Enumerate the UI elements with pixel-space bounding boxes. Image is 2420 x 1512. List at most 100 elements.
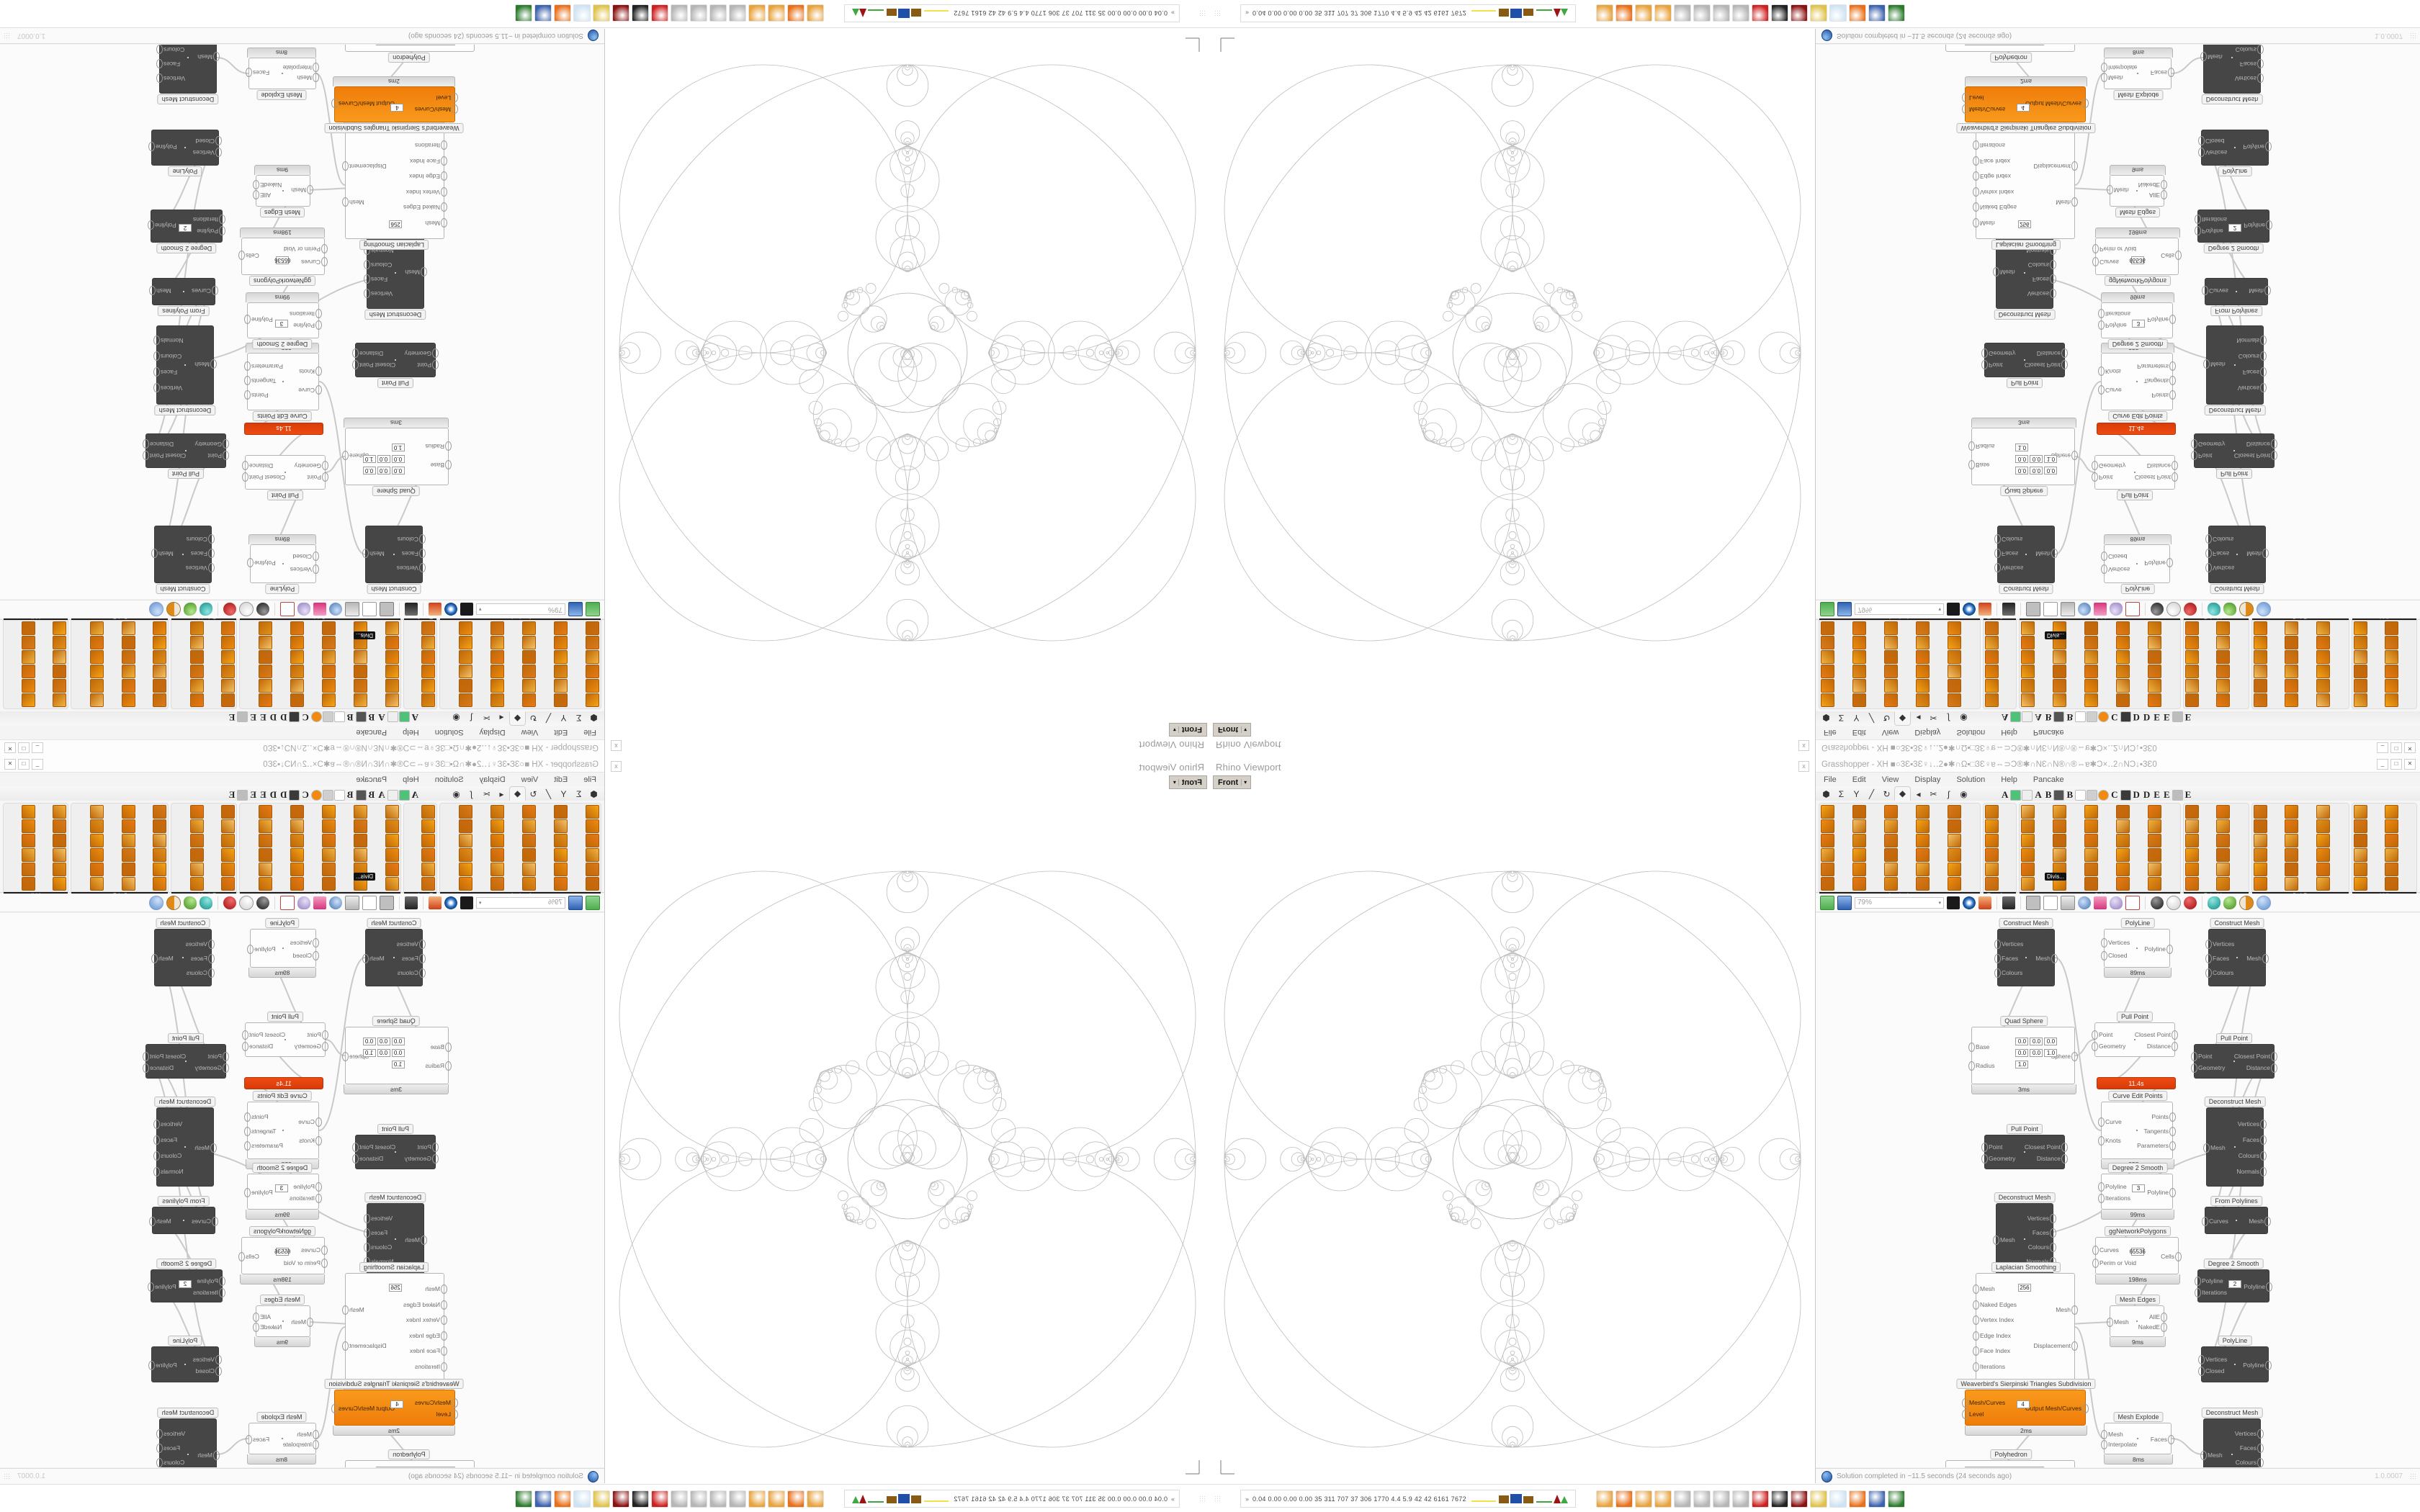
port-connector-icon[interactable] — [213, 1451, 220, 1460]
port-connector-icon[interactable] — [2172, 1042, 2178, 1051]
port-connector-icon[interactable] — [156, 59, 163, 68]
node-caption[interactable]: Quad Sphere — [2000, 1016, 2048, 1026]
port-connector-icon[interactable] — [253, 1312, 259, 1322]
port-connector-icon[interactable] — [432, 360, 439, 369]
node-input-port[interactable]: Mesh — [2108, 1430, 2123, 1438]
node-output-port[interactable]: Distance — [150, 441, 174, 448]
node-body[interactable]: Polyline Iterations Polyline 2 — [148, 1269, 225, 1302]
node-caption[interactable]: Deconstruct Mesh — [1994, 1192, 2056, 1202]
taskbar-button-gimp-icon[interactable] — [671, 1490, 689, 1508]
canvas-node[interactable]: 11.4s — [244, 1077, 323, 1089]
component-icon[interactable] — [2285, 650, 2299, 664]
component-icon[interactable] — [421, 863, 435, 876]
node-value-field[interactable]: 4 — [390, 104, 404, 112]
node-output-port[interactable]: Faces — [371, 1229, 388, 1236]
component-icon[interactable] — [2148, 863, 2162, 876]
canvas-node[interactable]: Deconstruct Mesh Mesh Vertices Faces Colours… — [2200, 45, 2264, 104]
node-output-port[interactable]: Parameters — [251, 363, 283, 370]
component-icon[interactable] — [1916, 877, 1930, 891]
tab-letter-e-15[interactable]: E — [250, 789, 257, 800]
node-body[interactable]: NamePlaneScaleCurvesMeshesSolidTRUNCATED… — [345, 1460, 475, 1467]
open-file-icon[interactable] — [1820, 895, 1834, 910]
component-icon[interactable] — [53, 679, 67, 693]
node-input-port[interactable]: Iterations — [2202, 216, 2227, 224]
component-icon[interactable] — [1948, 621, 1962, 635]
node-body[interactable]: Mesh Naked Edges Vertex Index Edge Index Fac… — [342, 131, 447, 239]
tab-letter-e-15[interactable]: E — [2163, 712, 2170, 723]
gha-icon[interactable] — [362, 895, 377, 910]
port-connector-icon[interactable] — [143, 1063, 149, 1073]
tab-letter-a-0[interactable]: A — [411, 712, 418, 723]
tab-letter-b-6[interactable]: B — [2066, 789, 2074, 800]
node-body[interactable]: Point Geometry Closest Point Distance — [2191, 433, 2277, 468]
node-input-port[interactable]: Edge Index — [1980, 1331, 2012, 1339]
taskbar-button-folder-icon[interactable] — [1809, 1490, 1827, 1508]
component-icon[interactable] — [353, 679, 367, 693]
port-connector-icon[interactable] — [321, 256, 328, 266]
component-icon[interactable] — [22, 621, 36, 635]
port-connector-icon[interactable] — [223, 1052, 229, 1061]
component-icon[interactable] — [1985, 805, 1999, 819]
node-body[interactable]: Vertices Faces Colours Mesh — [1994, 526, 2058, 583]
shade-red-icon[interactable] — [2184, 896, 2197, 909]
node-input-port[interactable]: Iterations — [2105, 310, 2130, 318]
node-input-port[interactable]: Vertices — [290, 939, 312, 946]
canvas-node[interactable]: Deconstruct Mesh Mesh Vertices Faces Colours… — [156, 1408, 220, 1467]
port-connector-icon[interactable] — [2195, 1277, 2201, 1287]
node-caption[interactable]: Mesh Explode — [2113, 1412, 2164, 1422]
menu-item-help[interactable]: Help — [2001, 728, 2017, 737]
canvas-node[interactable]: Curve Edit Points Curve Knots Points Tangent… — [2098, 1091, 2176, 1169]
component-icon[interactable] — [2253, 693, 2267, 707]
component-icon[interactable] — [2285, 636, 2299, 649]
node-caption[interactable]: Degree 2 Smooth — [156, 243, 217, 253]
ribbon-group-primitive[interactable]: Primitive↓ — [2183, 803, 2249, 899]
port-connector-icon[interactable] — [315, 366, 322, 376]
component-icon[interactable] — [1821, 679, 1834, 693]
node-caption[interactable]: Degree 2 Smooth — [252, 339, 313, 349]
port-connector-icon[interactable] — [352, 360, 359, 369]
canvas-node[interactable]: PolyhedronNamePlaneScaleCurvesMeshesSoli… — [1945, 1449, 2076, 1467]
bird-icon[interactable] — [2120, 711, 2131, 723]
node-input-port[interactable]: Curves — [2209, 287, 2228, 294]
component-icon[interactable] — [2216, 877, 2231, 891]
port-connector-icon[interactable] — [1962, 92, 1968, 102]
component-icon[interactable] — [53, 819, 67, 833]
component-icon[interactable] — [490, 805, 504, 819]
node-output-port[interactable]: Polyline — [2244, 222, 2265, 229]
node-value-field[interactable]: 0.0 — [391, 455, 405, 463]
node-value-field[interactable]: 256 — [2017, 1284, 2031, 1292]
component-icon[interactable] — [1821, 863, 1834, 876]
port-connector-icon[interactable] — [2198, 148, 2205, 158]
node-output-port[interactable]: Distance — [2246, 1064, 2270, 1071]
node-input-port[interactable]: Curves — [2099, 1246, 2119, 1254]
menu-item-file[interactable]: File — [583, 728, 596, 737]
port-connector-icon[interactable] — [1973, 156, 1979, 166]
grasshopper-window[interactable]: Grasshopper - XH ■○3Ɛ▪3Ɛ♀↓‥2●✱∩Ω▪□3Ɛ♀ɐ⇔⊃… — [0, 28, 604, 756]
component-icon[interactable] — [1852, 877, 1867, 891]
node-input-port[interactable]: Iterations — [290, 310, 315, 318]
component-icon[interactable] — [258, 819, 272, 833]
canvas-node[interactable]: Curve Edit Points Curve Knots Points Tangent… — [2098, 343, 2176, 421]
port-connector-icon[interactable] — [364, 274, 370, 284]
zoom-extents-icon[interactable] — [460, 896, 473, 909]
node-output-port[interactable]: Polyline — [155, 1283, 176, 1290]
node-input-port[interactable]: Edge Index — [1980, 173, 2012, 181]
component-icon[interactable] — [189, 863, 204, 876]
node-caption[interactable]: Deconstruct Mesh — [154, 1097, 216, 1107]
node-input-port[interactable]: Edge Index — [408, 1331, 440, 1339]
at-icon[interactable] — [380, 895, 394, 910]
node-body[interactable]: Mesh Interpolate Faces — [2101, 1423, 2174, 1454]
port-connector-icon[interactable] — [2101, 62, 2107, 72]
port-connector-icon[interactable] — [419, 940, 426, 949]
component-icon[interactable] — [2148, 819, 2162, 833]
node-input-port[interactable]: Knots — [299, 1137, 315, 1145]
tab-upsilon-icon[interactable]: Υ — [1853, 713, 1860, 723]
component-icon[interactable] — [2116, 636, 2130, 649]
component-icon[interactable] — [1852, 834, 1867, 847]
component-icon[interactable] — [421, 877, 435, 891]
system-tray[interactable]: » 0.04 0.00 0.00 0.00 35 311 707 37 306 … — [1240, 1490, 1576, 1508]
port-connector-icon[interactable] — [244, 390, 251, 400]
ribbon-icon-grid[interactable] — [171, 804, 236, 892]
port-connector-icon[interactable] — [342, 1305, 349, 1315]
tab-letter-d-12[interactable]: D — [280, 789, 287, 800]
